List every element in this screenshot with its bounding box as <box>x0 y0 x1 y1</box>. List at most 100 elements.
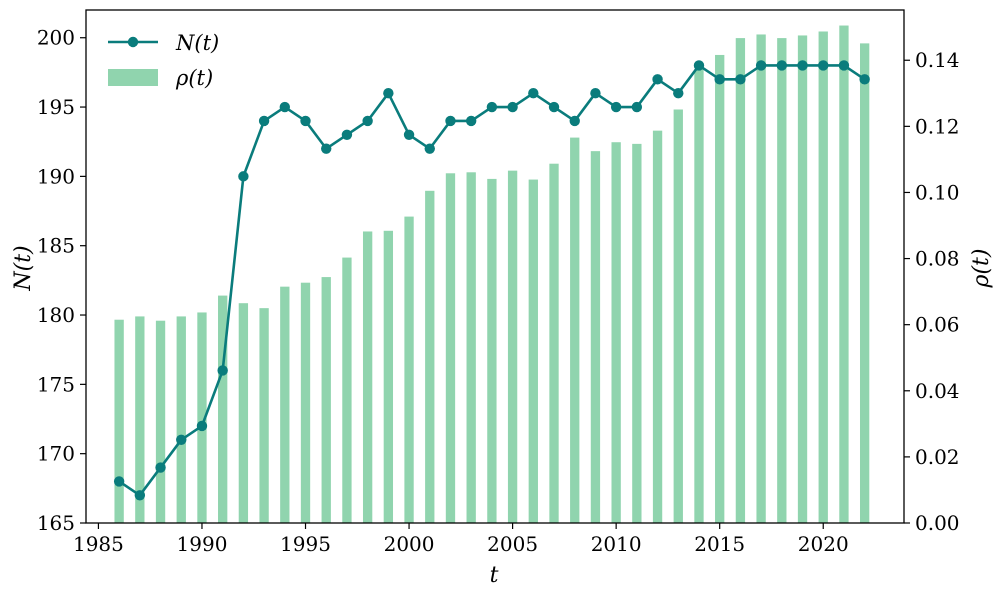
x-tick-label: 2020 <box>798 532 849 556</box>
bar-rho <box>487 178 497 524</box>
line-layer <box>113 60 870 501</box>
y-left-tick-label: 170 <box>37 442 75 466</box>
bar-rho <box>797 35 808 524</box>
bar-rho <box>135 316 145 523</box>
x-tick-label: 2000 <box>384 532 435 556</box>
x-tick-label: 1985 <box>73 532 124 556</box>
y-left-tick-label: 165 <box>37 511 75 535</box>
bar-rho <box>342 257 352 523</box>
point-N <box>818 60 829 71</box>
point-N <box>113 476 125 487</box>
bar-rho <box>425 190 435 523</box>
bar-rho <box>570 137 580 523</box>
point-N <box>776 60 788 71</box>
bar-rho <box>715 54 725 523</box>
legend-bar-swatch <box>108 69 158 86</box>
point-N <box>548 101 560 113</box>
y-left-tick-label: 185 <box>37 234 75 258</box>
point-N <box>755 60 767 71</box>
point-N <box>838 60 850 71</box>
point-N <box>797 60 808 71</box>
bar-rho <box>818 31 828 524</box>
y-right-tick-label: 0.02 <box>915 445 960 469</box>
y-right-tick-label: 0.08 <box>915 247 960 271</box>
point-N <box>445 115 456 127</box>
bar-rho <box>777 38 787 523</box>
point-N <box>465 115 477 127</box>
y-right-tick-label: 0.00 <box>915 511 960 535</box>
y-left-tick-label: 175 <box>37 372 75 396</box>
point-N <box>155 462 166 473</box>
point-N <box>652 74 663 85</box>
bar-rho <box>404 216 414 524</box>
point-N <box>735 74 746 85</box>
point-N <box>403 129 415 140</box>
point-N <box>507 101 518 113</box>
point-N <box>279 101 291 113</box>
bar-rho <box>652 130 663 523</box>
x-tick-label: 1995 <box>280 532 331 556</box>
bar-rho <box>155 320 166 523</box>
bar-rho <box>362 231 373 523</box>
y-right-tick-label: 0.06 <box>915 313 960 337</box>
axes-layer: 1985 1990 1995 2000 2005 2010 2015 2020 165 170 17… <box>37 9 960 556</box>
bar-rho <box>507 170 518 523</box>
bar-rho <box>466 172 476 523</box>
bar-rho <box>176 316 186 523</box>
point-N <box>217 365 228 376</box>
x-tick-label: 2005 <box>487 532 538 556</box>
point-N <box>714 74 725 85</box>
bar-rho <box>756 34 766 523</box>
bar-rho <box>611 142 621 523</box>
bar-rho <box>383 230 394 523</box>
bar-rho <box>280 286 290 523</box>
point-N <box>610 101 622 113</box>
y-left-tick-label: 180 <box>37 303 75 327</box>
bar-rho <box>694 68 704 524</box>
x-axis-title: t <box>490 563 499 588</box>
y-axis-right-title: ρ(t) <box>969 249 994 289</box>
point-N <box>859 74 870 85</box>
x-tick-label: 2010 <box>591 532 642 556</box>
bar-rho <box>445 173 456 524</box>
bar-rho <box>300 282 311 523</box>
bar-rho <box>549 163 559 524</box>
y-right-tick-label: 0.10 <box>915 180 960 204</box>
point-N <box>258 115 270 127</box>
y-axis-left-title: N(t) <box>11 245 36 291</box>
point-N <box>693 60 705 71</box>
legend-line-marker <box>127 36 139 48</box>
point-N <box>300 115 311 127</box>
point-N <box>673 87 684 99</box>
point-N <box>528 87 539 99</box>
legend: N(t) ρ(t) <box>108 31 219 90</box>
point-N <box>424 143 435 154</box>
point-N <box>341 129 353 140</box>
plot-frame <box>85 9 905 524</box>
bar-rho <box>590 151 601 523</box>
point-N <box>486 101 498 113</box>
legend-label-rho: ρ(t) <box>175 66 213 90</box>
y-right-tick-label: 0.04 <box>915 379 960 403</box>
point-N <box>590 87 601 99</box>
bar-rho <box>735 38 746 523</box>
x-tick-label: 2015 <box>694 532 745 556</box>
bar-rho <box>238 303 249 523</box>
point-N <box>321 143 332 154</box>
point-N <box>238 171 249 182</box>
y-left-tick-label: 200 <box>37 26 75 50</box>
bar-rho <box>218 295 228 523</box>
point-N <box>196 420 208 432</box>
point-N <box>176 434 187 446</box>
legend-label-N: N(t) <box>175 31 219 55</box>
bar-rho <box>197 312 207 523</box>
y-right-tick-label: 0.12 <box>915 114 960 138</box>
point-N <box>134 490 146 501</box>
point-N <box>631 101 643 113</box>
bars-layer <box>114 25 870 524</box>
x-tick-label: 1990 <box>177 532 228 556</box>
bar-rho <box>528 179 538 523</box>
point-N <box>569 115 580 127</box>
